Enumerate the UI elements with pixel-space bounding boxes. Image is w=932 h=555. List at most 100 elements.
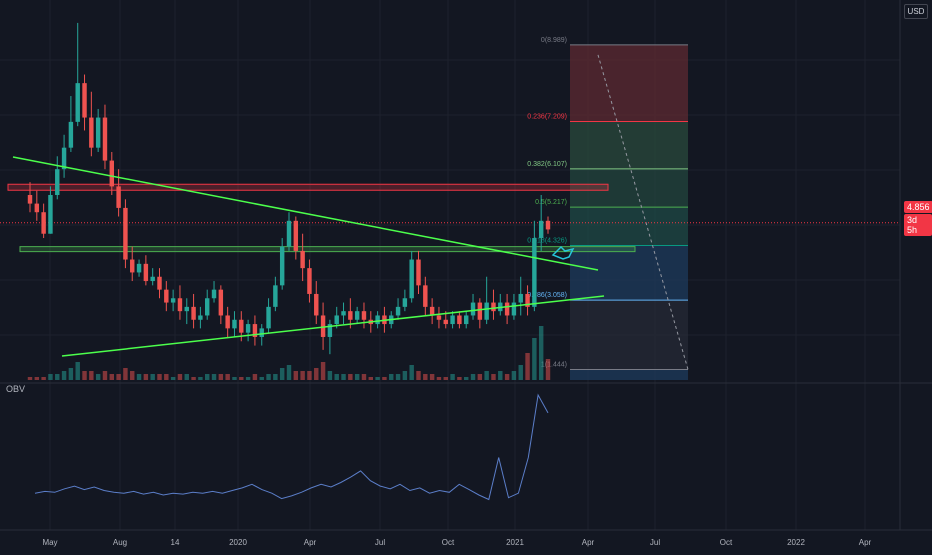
volume-bar <box>307 371 312 380</box>
candle-body <box>232 319 237 329</box>
candle-body <box>123 207 128 260</box>
candle-body <box>75 83 80 122</box>
volume-bar <box>368 377 374 380</box>
volume-bar <box>55 374 60 380</box>
volume-bar <box>382 377 387 380</box>
volume-bar <box>41 377 46 380</box>
candle-body <box>48 195 53 234</box>
candle-body <box>170 298 176 303</box>
volume-bar <box>143 374 149 380</box>
candle-body <box>293 220 299 251</box>
candle-body <box>136 263 142 273</box>
volume-bar <box>245 377 251 380</box>
volume-bar <box>266 374 271 380</box>
axes: May Aug 14 2020 Apr Jul Oct 2021 Apr Jul Oct 2022 Ap… <box>42 538 871 547</box>
volume-bar <box>409 365 414 380</box>
candle-body <box>443 319 448 325</box>
volume-bar <box>259 377 264 380</box>
obv-label: OBV <box>6 384 26 394</box>
volume-bar <box>395 374 401 380</box>
volume-bar <box>314 368 319 380</box>
candle-body <box>191 306 196 320</box>
volume-bar <box>239 377 244 380</box>
candle-body <box>41 212 46 234</box>
candle-body <box>150 276 155 282</box>
x-tick-label: 2022 <box>787 538 805 547</box>
candle-body <box>402 298 408 307</box>
fib-level-label: 0.236(7.209) <box>527 113 567 120</box>
candle-body <box>130 259 135 273</box>
fib-level-label: 0(8.989) <box>541 37 567 44</box>
candle-body <box>450 315 455 325</box>
volume-bar <box>204 374 210 380</box>
volume-bar <box>136 374 142 380</box>
candle-body <box>198 315 203 320</box>
candle-body <box>463 315 469 325</box>
volume-bar <box>89 371 94 380</box>
fib-level-label: 0.618(4.326) <box>527 238 567 245</box>
candle-body <box>245 324 251 333</box>
currency-badge[interactable]: USD <box>904 4 928 19</box>
volume-bar <box>375 377 380 380</box>
volume-bar <box>477 374 483 380</box>
volume-bar <box>157 374 162 380</box>
support-resistance-zones[interactable] <box>0 183 900 253</box>
volume-bar <box>116 374 121 380</box>
fib-zone <box>570 300 688 370</box>
fib-zone <box>570 44 688 122</box>
candle-body <box>95 117 101 148</box>
candle-body <box>109 160 115 187</box>
volume-bar <box>48 374 53 380</box>
obv-line <box>34 393 549 501</box>
candle-body <box>157 276 162 290</box>
x-tick-label: Apr <box>304 538 317 547</box>
volume-bar <box>450 374 455 380</box>
fibonacci-retracement[interactable]: 0(8.989) 0.236(7.209) 0.382(6.107) 0.5(5.21… <box>527 37 689 380</box>
volume-bar <box>225 374 230 380</box>
volume-bar <box>164 374 169 380</box>
candle-body <box>286 220 292 247</box>
candle-body <box>504 302 510 316</box>
volume-bar <box>354 374 360 380</box>
volume-bar <box>484 371 489 380</box>
volume-bar <box>416 371 421 380</box>
candle-body <box>518 293 523 303</box>
volume-bar <box>423 374 428 380</box>
candle-body <box>532 238 537 307</box>
candle-body <box>225 315 230 329</box>
candle-body <box>184 306 189 312</box>
volume-bar <box>252 374 258 380</box>
volume-bar <box>498 371 503 380</box>
candle-body <box>511 302 517 316</box>
x-tick-label: Jul <box>375 538 385 547</box>
volume-bar <box>293 371 299 380</box>
obv-series <box>34 393 549 501</box>
x-tick-label: Oct <box>442 538 455 547</box>
volume-bar <box>545 359 551 380</box>
volume-bar <box>525 353 530 380</box>
volume-bar <box>102 371 108 380</box>
volume-bar <box>402 371 408 380</box>
volume-bar <box>198 377 203 380</box>
candle-body <box>300 250 305 269</box>
volume-bar <box>463 377 469 380</box>
candle-body <box>348 311 353 320</box>
candle-body <box>525 293 530 307</box>
support-zone <box>19 246 636 253</box>
candle-body <box>416 259 421 286</box>
candle-body <box>273 285 278 307</box>
candle-body <box>116 186 121 208</box>
volume-bar <box>27 377 33 380</box>
candle-body <box>279 246 285 286</box>
volume-bar <box>150 374 155 380</box>
volume-bar <box>191 377 196 380</box>
volume-bar <box>232 377 237 380</box>
volume-bar <box>436 377 442 380</box>
candle-body <box>470 302 476 316</box>
trendlines[interactable] <box>12 156 605 357</box>
candle-body <box>491 302 496 312</box>
volume-bar <box>429 374 435 380</box>
volume-bar <box>279 368 285 380</box>
